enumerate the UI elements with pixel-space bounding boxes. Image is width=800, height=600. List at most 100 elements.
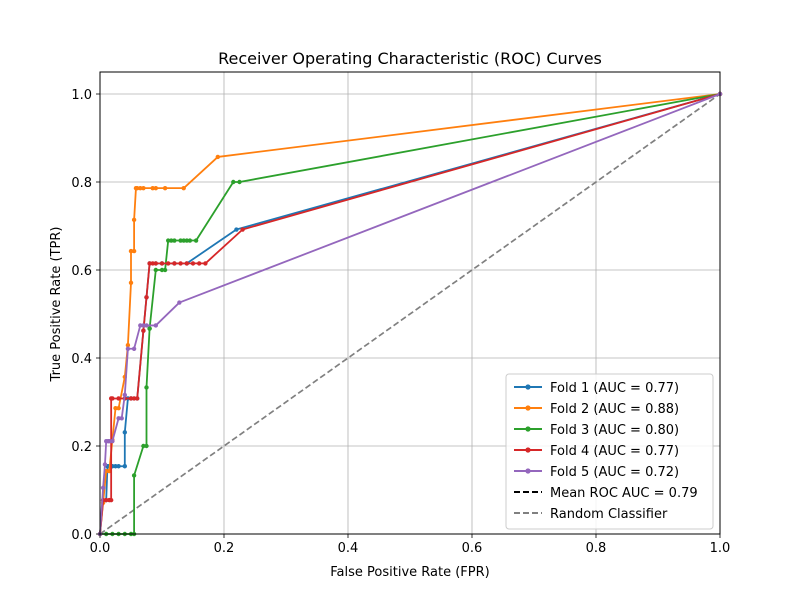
axis-ticks: 0.0 0.2 0.4 0.6 0.8 1.0 0.0 0.2 0.4 0.6 0.8 1.0	[71, 88, 730, 556]
data-point	[119, 416, 124, 421]
data-point	[215, 154, 220, 160]
data-point	[131, 473, 137, 478]
data-point	[178, 261, 183, 266]
data-point	[116, 396, 121, 401]
data-point	[147, 261, 152, 266]
data-point	[128, 280, 134, 285]
data-point	[184, 261, 189, 266]
legend-label: Fold 3 (AUC = 0.80)	[550, 423, 679, 438]
data-point	[131, 346, 137, 351]
data-point	[141, 185, 146, 191]
data-point	[153, 267, 158, 273]
data-point	[177, 300, 182, 305]
data-point	[116, 405, 121, 411]
data-point	[125, 346, 131, 351]
legend-item: Fold 2 (AUC = 0.88)	[514, 402, 679, 417]
data-point	[150, 261, 155, 266]
data-point	[150, 185, 155, 191]
roc-series	[97, 91, 723, 537]
data-point	[147, 326, 152, 331]
y-axis-label: True Positive Rate (TPR)	[49, 227, 64, 383]
data-point	[162, 267, 168, 273]
data-point	[131, 217, 137, 223]
legend-item: Mean ROC AUC = 0.79	[514, 486, 698, 501]
legend-label: Fold 2 (AUC = 0.88)	[550, 402, 679, 417]
legend-box	[505, 373, 714, 530]
series-fold-5	[97, 91, 723, 537]
data-point	[113, 464, 118, 469]
x-tick-label: 0.0	[90, 541, 111, 556]
data-point	[122, 392, 128, 398]
data-point	[240, 227, 245, 232]
data-point	[234, 227, 239, 232]
data-point	[169, 238, 174, 243]
data-point	[135, 396, 140, 401]
x-tick-label: 0.6	[462, 541, 483, 556]
plot-frame	[99, 71, 721, 535]
data-point	[138, 323, 143, 328]
data-point	[166, 238, 171, 243]
y-tick-label: 0.2	[71, 440, 92, 455]
x-tick-label: 0.8	[586, 541, 607, 556]
legend-marker	[525, 426, 531, 432]
legend-marker	[525, 384, 531, 390]
data-point	[141, 328, 146, 333]
legend-item: Fold 4 (AUC = 0.77)	[514, 444, 679, 459]
data-point	[100, 485, 106, 490]
data-point	[153, 323, 158, 328]
data-point	[237, 179, 242, 185]
data-point	[193, 238, 199, 243]
legend-marker	[525, 405, 531, 411]
data-point	[102, 462, 108, 467]
data-point	[197, 261, 202, 266]
chart-title: Receiver Operating Characteristic (ROC) …	[218, 49, 602, 68]
data-point	[122, 430, 128, 435]
y-tick-label: 0.8	[71, 176, 92, 191]
data-point	[108, 497, 114, 503]
data-point	[141, 323, 146, 328]
data-point	[138, 185, 143, 191]
x-tick-label: 0.2	[214, 541, 235, 556]
data-point	[159, 267, 165, 273]
data-point	[141, 443, 146, 449]
legend-marker	[525, 447, 531, 453]
data-point	[128, 396, 134, 401]
legend-label: Fold 1 (AUC = 0.77)	[550, 381, 679, 396]
data-point	[187, 238, 193, 243]
data-point	[190, 261, 196, 266]
legend-label: Random Classifier	[550, 507, 668, 522]
data-point	[113, 405, 118, 411]
data-point	[178, 238, 183, 243]
data-point	[172, 238, 177, 243]
random-classifier-line	[99, 93, 721, 535]
data-point	[231, 179, 236, 185]
x-axis-label: False Positive Rate (FPR)	[330, 565, 489, 580]
data-point	[166, 261, 171, 266]
legend-item: Fold 1 (AUC = 0.77)	[514, 381, 679, 396]
legend-label: Fold 5 (AUC = 0.72)	[550, 465, 679, 480]
data-point	[110, 396, 115, 401]
data-point	[107, 438, 112, 444]
x-tick-label: 1.0	[710, 541, 731, 556]
legend: Fold 1 (AUC = 0.77) Fold 2 (AUC = 0.88) Fo…	[505, 373, 714, 530]
data-point	[181, 238, 186, 243]
data-point	[203, 261, 208, 266]
y-tick-label: 0.6	[71, 264, 92, 279]
data-point	[135, 185, 140, 191]
data-point	[104, 497, 109, 503]
legend-item: Fold 5 (AUC = 0.72)	[514, 465, 679, 480]
data-point	[184, 238, 189, 243]
data-point	[181, 185, 186, 191]
data-point	[125, 343, 131, 348]
data-point	[159, 261, 165, 266]
data-point	[116, 464, 121, 469]
data-point	[131, 396, 137, 401]
legend-label: Mean ROC AUC = 0.79	[550, 486, 698, 501]
data-point	[128, 248, 134, 254]
legend-item: Fold 3 (AUC = 0.80)	[514, 423, 679, 438]
y-tick-label: 0.0	[71, 528, 92, 543]
data-point	[131, 248, 137, 254]
legend-item: Random Classifier	[514, 507, 668, 522]
data-point	[153, 261, 158, 266]
